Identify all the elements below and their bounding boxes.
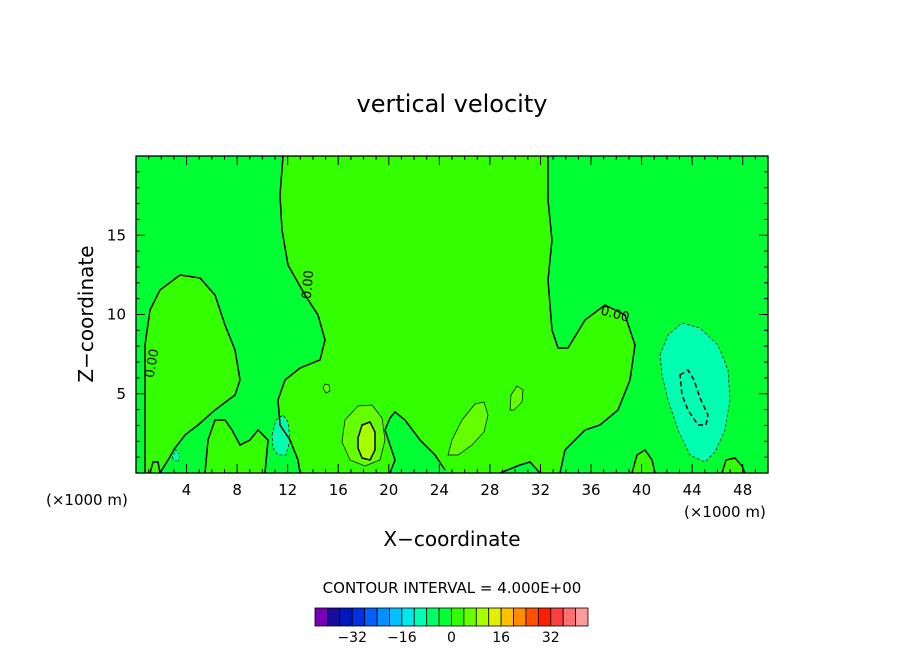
colorbar-tick-label: −16 — [387, 630, 417, 646]
zero-contour-bottom-3 — [499, 461, 541, 473]
colorbar-swatch — [413, 607, 428, 627]
colorbar-swatch — [488, 607, 502, 627]
zero-contour-bottom-4 — [631, 448, 656, 473]
x-unit-left: (×1000 m) — [46, 491, 128, 509]
chart-title: vertical velocity — [357, 90, 548, 118]
y-axis-label: Z−coordinate — [74, 245, 98, 382]
x-tick-label: 4 — [182, 481, 192, 499]
zero-contours — [144, 156, 746, 473]
y-axis-ticks: 5 10 15 — [107, 171, 768, 458]
colorbar-swatch — [537, 607, 552, 627]
plot-area: 0.00 0.00 0.00 4 8 12 16 20 24 28 32 36 40 44 48 51… — [107, 155, 769, 499]
x-tick-label: 48 — [733, 481, 752, 499]
colorbar-swatch — [550, 607, 564, 627]
positive-region-left — [145, 275, 240, 473]
colorbar-tick-label: 0 — [447, 630, 456, 646]
x-axis-label: X−coordinate — [383, 527, 520, 551]
colorbar-tick-label: 32 — [542, 630, 560, 646]
colorbar-swatch — [438, 607, 452, 627]
colorbar-swatch — [339, 607, 353, 627]
updraft-max-18km — [357, 421, 376, 461]
positive-region-right-1 — [632, 450, 655, 473]
colorbar-swatch — [351, 607, 366, 627]
colorbar-swatch — [562, 607, 576, 627]
colorbar-swatch — [376, 607, 390, 627]
x-tick-label: 24 — [430, 481, 449, 499]
colorbar-swatch — [463, 607, 477, 627]
y-tick-label: 5 — [116, 385, 126, 403]
x-unit-right: (×1000 m) — [684, 503, 766, 521]
x-tick-label: 44 — [683, 481, 702, 499]
colorbar-swatch — [525, 607, 539, 627]
colorbar-tick-label: 16 — [492, 630, 510, 646]
x-tick-label: 36 — [581, 481, 600, 499]
updraft-small-20km — [322, 383, 331, 394]
x-tick-label: 40 — [632, 481, 651, 499]
updraft-core-26km — [447, 401, 489, 456]
contour-label-center: 0.00 — [300, 270, 317, 300]
updraft-core-30km — [509, 385, 524, 411]
colorbar-swatch — [451, 607, 465, 627]
colorbar-swatch — [327, 607, 341, 627]
zero-contour-left — [144, 274, 241, 473]
colorbar-swatch — [364, 607, 378, 627]
colorbar-swatch — [575, 607, 589, 627]
zero-contour-bottom-6 — [149, 461, 161, 473]
downdraft-small-2km — [171, 449, 181, 463]
zero-contour-bottom-2 — [204, 419, 269, 473]
y-tick-label: 10 — [107, 306, 126, 324]
contour-fills — [144, 156, 746, 473]
downdraft-core-44km — [679, 368, 709, 426]
zero-contour-bottom — [384, 410, 446, 473]
zero-contour-center-right — [547, 156, 636, 473]
y-tick-label: 15 — [107, 226, 126, 244]
contour-label-right: 0.00 — [599, 304, 631, 326]
contour-label-left: 0.00 — [143, 348, 163, 379]
contour-interval-text: CONTOUR INTERVAL = 4.000E+00 — [323, 579, 582, 597]
colorbar-tick-label: −32 — [337, 630, 367, 646]
colorbar-swatch — [389, 607, 403, 627]
x-tick-label: 16 — [329, 481, 348, 499]
colorbar: −32 −16 0 16 32 — [314, 607, 589, 646]
colorbar-swatch — [513, 607, 527, 627]
x-tick-label: 32 — [531, 481, 550, 499]
x-tick-label: 12 — [278, 481, 297, 499]
positive-region-small-1 — [205, 420, 268, 473]
positive-region-center — [278, 156, 635, 473]
x-tick-label: 28 — [480, 481, 499, 499]
colorbar-swatch — [426, 607, 440, 627]
zero-contour-center — [277, 156, 326, 473]
colorbar-swatch — [401, 607, 415, 627]
colorbar-swatch — [314, 607, 328, 627]
x-tick-label: 8 — [232, 481, 242, 499]
x-axis-ticks: 4 8 12 16 20 24 28 32 36 40 44 48 — [148, 156, 756, 499]
colorbar-swatch — [475, 607, 490, 627]
x-tick-label: 20 — [379, 481, 398, 499]
colorbar-swatch — [500, 607, 514, 627]
positive-region-right-2 — [722, 458, 745, 473]
